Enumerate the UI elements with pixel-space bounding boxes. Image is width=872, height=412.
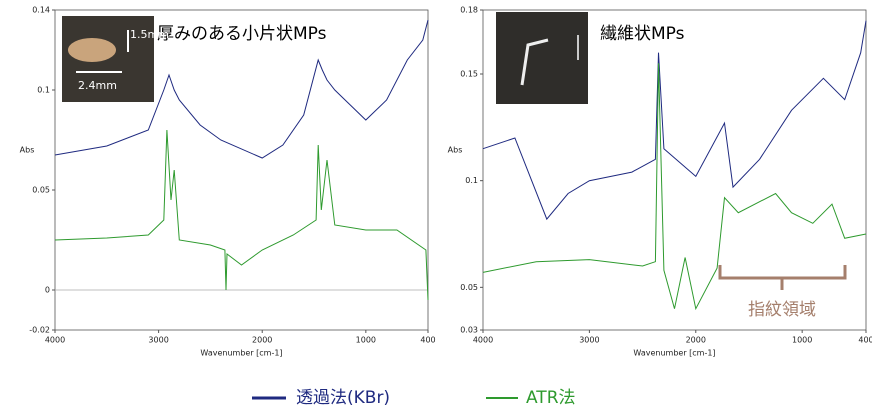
y-axis-label: Abs [20,146,35,155]
x-tick-label: 2000 [252,336,272,345]
spectrum-line [482,63,867,311]
particle [68,38,116,62]
y-tick-label: 0 [45,286,50,295]
annotation: 厚みのある小片状MPs [157,24,327,44]
annotation: 指紋領域 [748,300,816,320]
photo [496,12,588,104]
x-tick-label: 3000 [579,336,599,345]
y-tick-label: -0.02 [29,326,50,335]
annotation: 1.5mm [130,28,169,41]
y-tick-label: 0.05 [32,186,50,195]
spectrum-line [54,129,429,301]
plot-frame [54,9,429,331]
x-tick-label: 3000 [148,336,168,345]
x-tick-label: 400 [420,336,435,345]
y-tick-label: 0.03 [460,326,478,335]
x-axis-label: Wavenumber [cm-1] [200,349,282,358]
y-tick-label: 0.18 [460,6,478,15]
x-tick-label: 4000 [473,336,493,345]
y-tick-label: 0.1 [37,86,50,95]
legend-label: ATR法 [526,388,576,408]
x-tick-label: 4000 [45,336,65,345]
annotation: 繊維状MPs [600,24,685,44]
plot-frame [482,9,867,331]
spectrum-line [54,19,429,159]
annotation: 2.4mm [78,79,117,92]
y-tick-label: 0.1 [465,176,478,185]
spectrum-line [482,20,867,221]
legend-label: 透過法(KBr) [296,388,390,408]
y-tick-label: 0.05 [460,283,478,292]
y-tick-label: 0.14 [32,6,50,15]
fiber [520,38,549,86]
x-tick-label: 1000 [356,336,376,345]
y-axis-label: Abs [448,146,463,155]
x-tick-label: 400 [858,336,872,345]
x-axis-label: Wavenumber [cm-1] [633,349,715,358]
x-tick-label: 1000 [792,336,812,345]
x-tick-label: 2000 [686,336,706,345]
y-tick-label: 0.15 [460,70,478,79]
bracket [718,265,847,290]
